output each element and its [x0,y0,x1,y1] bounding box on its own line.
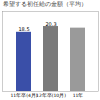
html-text:希望する初任給の金額（平均）: 希望する初任給の金額（平均） [3,0,87,7]
svg-text:12年卒(10月): 12年卒(10月) [36,92,66,98]
svg-text:18.5: 18.5 [18,26,29,32]
svg-text:20.3: 20.3 [45,21,56,27]
svg-text:11年: 11年 [73,92,84,98]
svg-text:11年卒(4月): 11年卒(4月) [10,92,37,98]
